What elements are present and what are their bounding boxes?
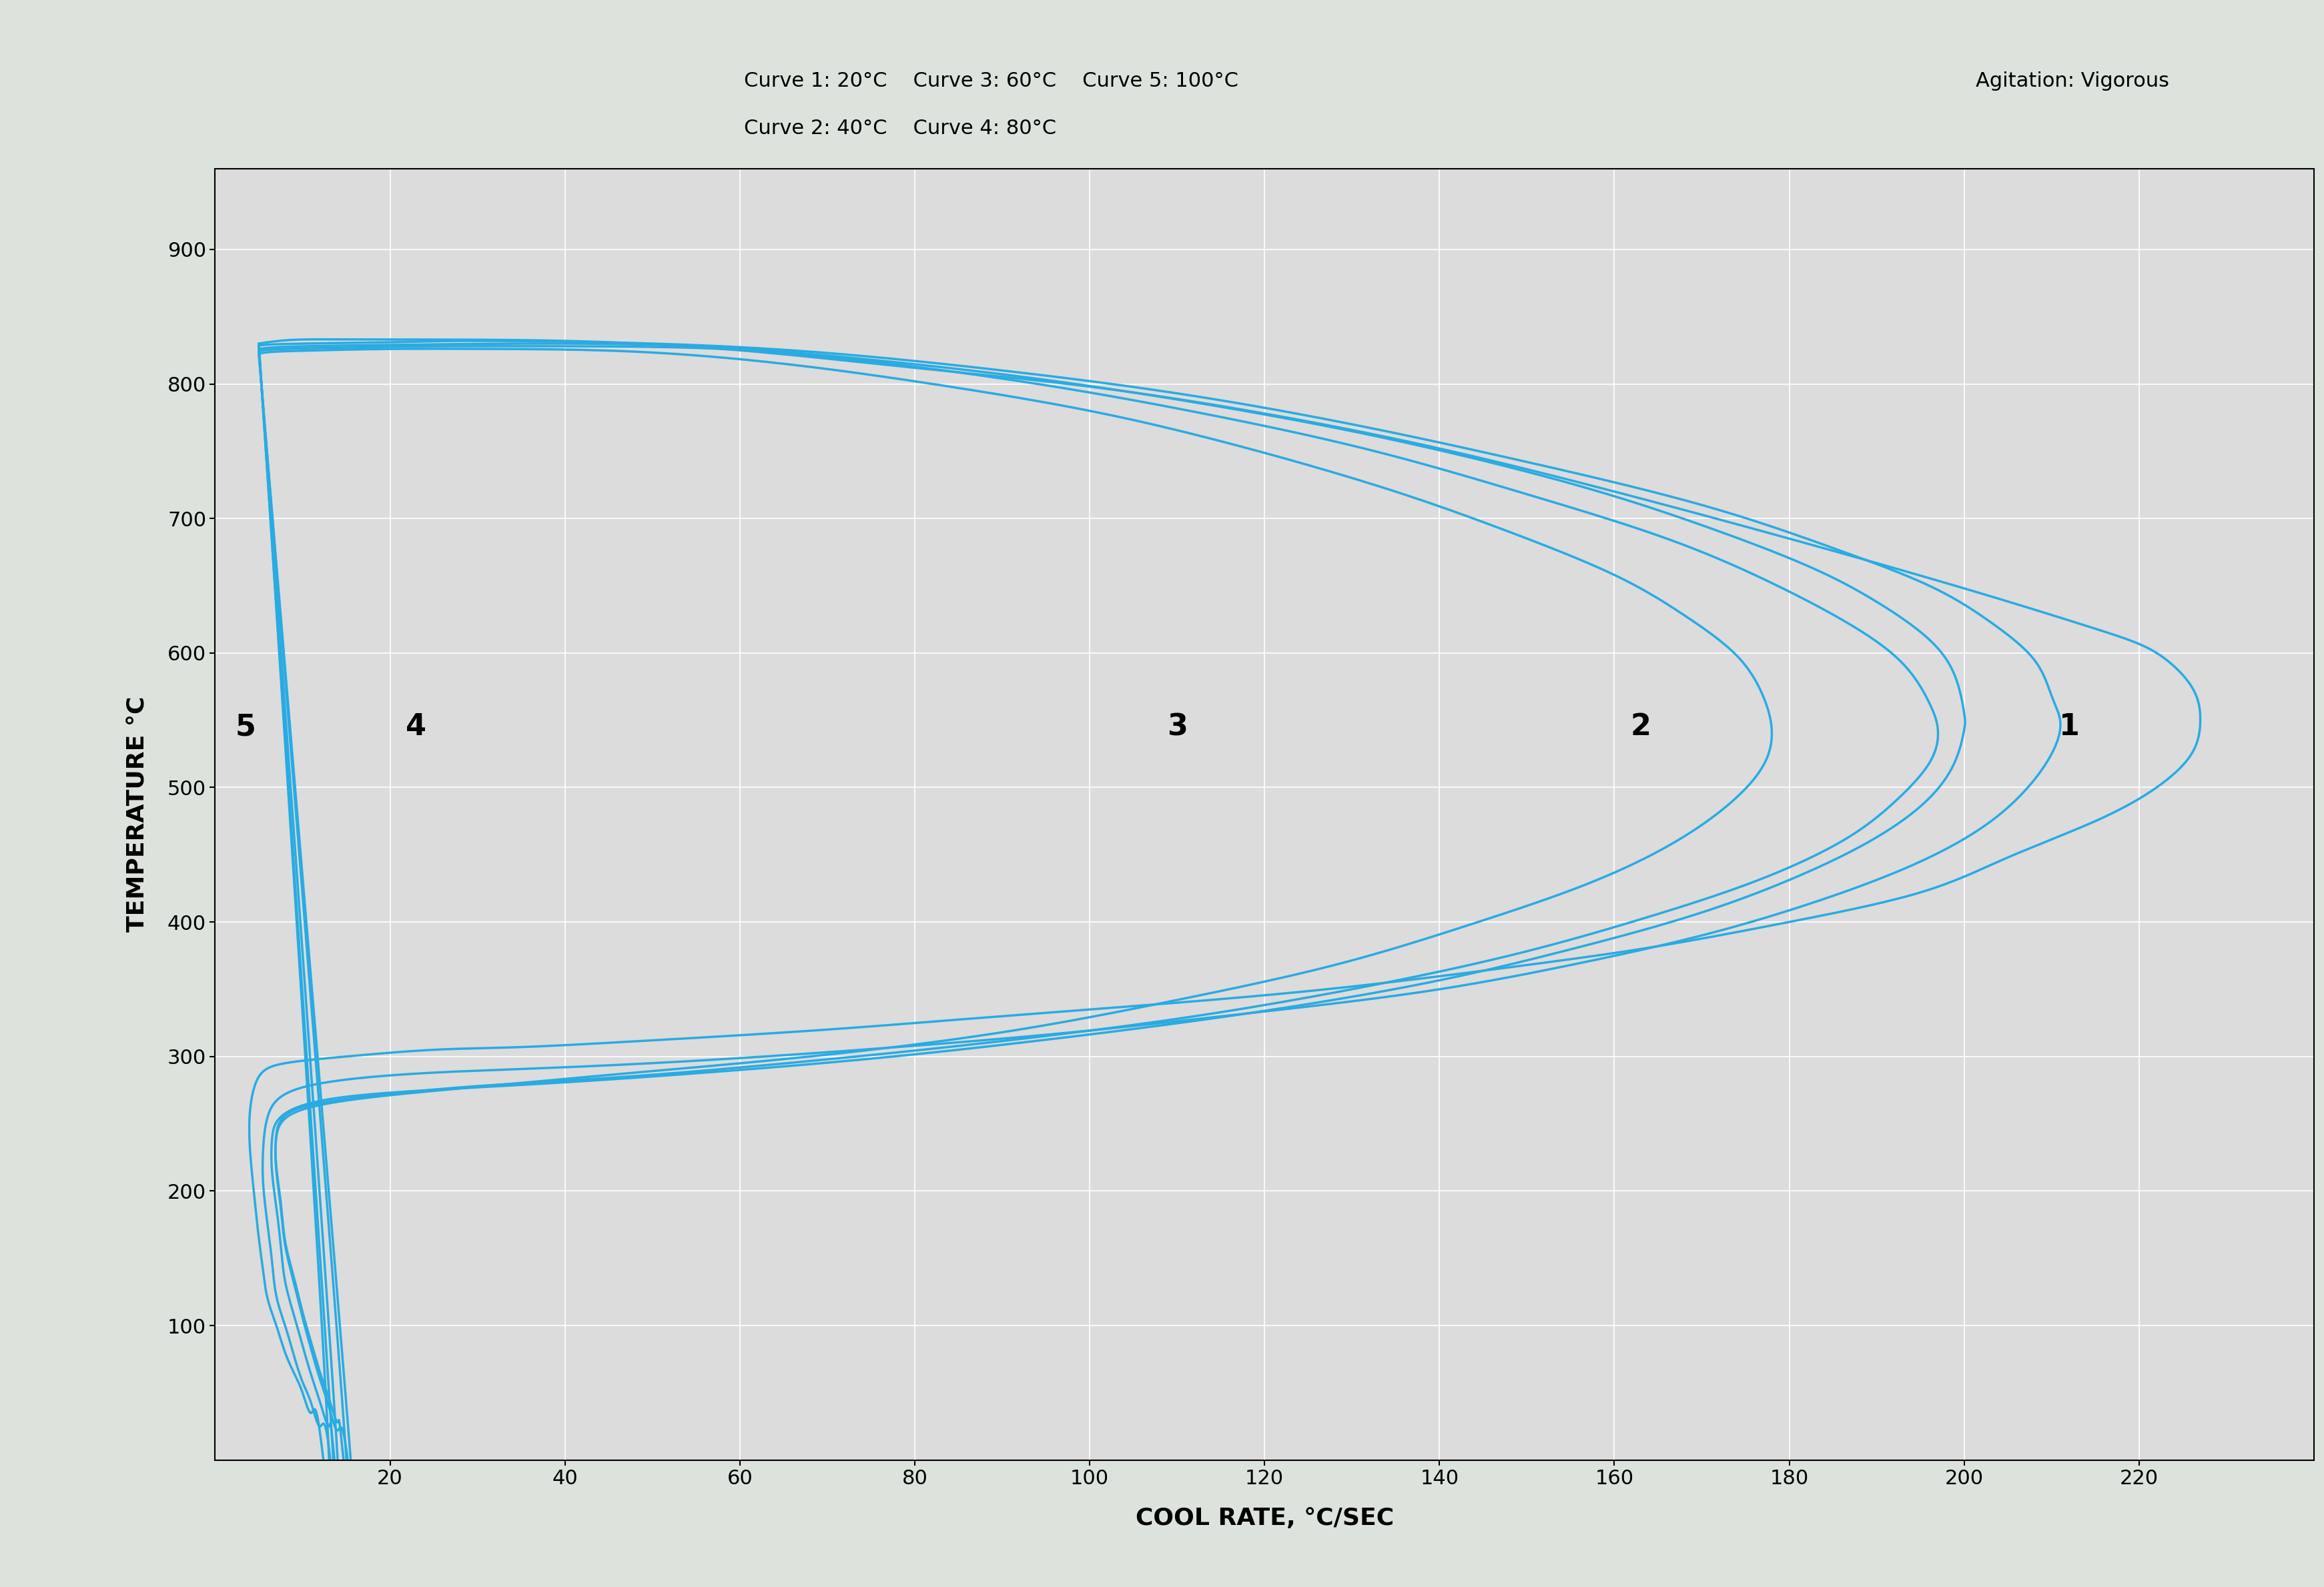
Text: 1: 1: [2059, 713, 2080, 741]
Text: Agitation: Vigorous: Agitation: Vigorous: [1975, 71, 2168, 90]
Text: Curve 2: 40°C    Curve 4: 80°C: Curve 2: 40°C Curve 4: 80°C: [744, 119, 1055, 138]
Text: Curve 1: 20°C    Curve 3: 60°C    Curve 5: 100°C: Curve 1: 20°C Curve 3: 60°C Curve 5: 100…: [744, 71, 1239, 90]
Text: 5: 5: [235, 713, 256, 741]
Text: 2: 2: [1629, 713, 1650, 741]
Text: 3: 3: [1167, 713, 1188, 741]
Y-axis label: TEMPERATURE °C: TEMPERATURE °C: [125, 697, 149, 932]
Text: 4: 4: [407, 713, 428, 741]
X-axis label: COOL RATE, °C/SEC: COOL RATE, °C/SEC: [1136, 1506, 1394, 1530]
